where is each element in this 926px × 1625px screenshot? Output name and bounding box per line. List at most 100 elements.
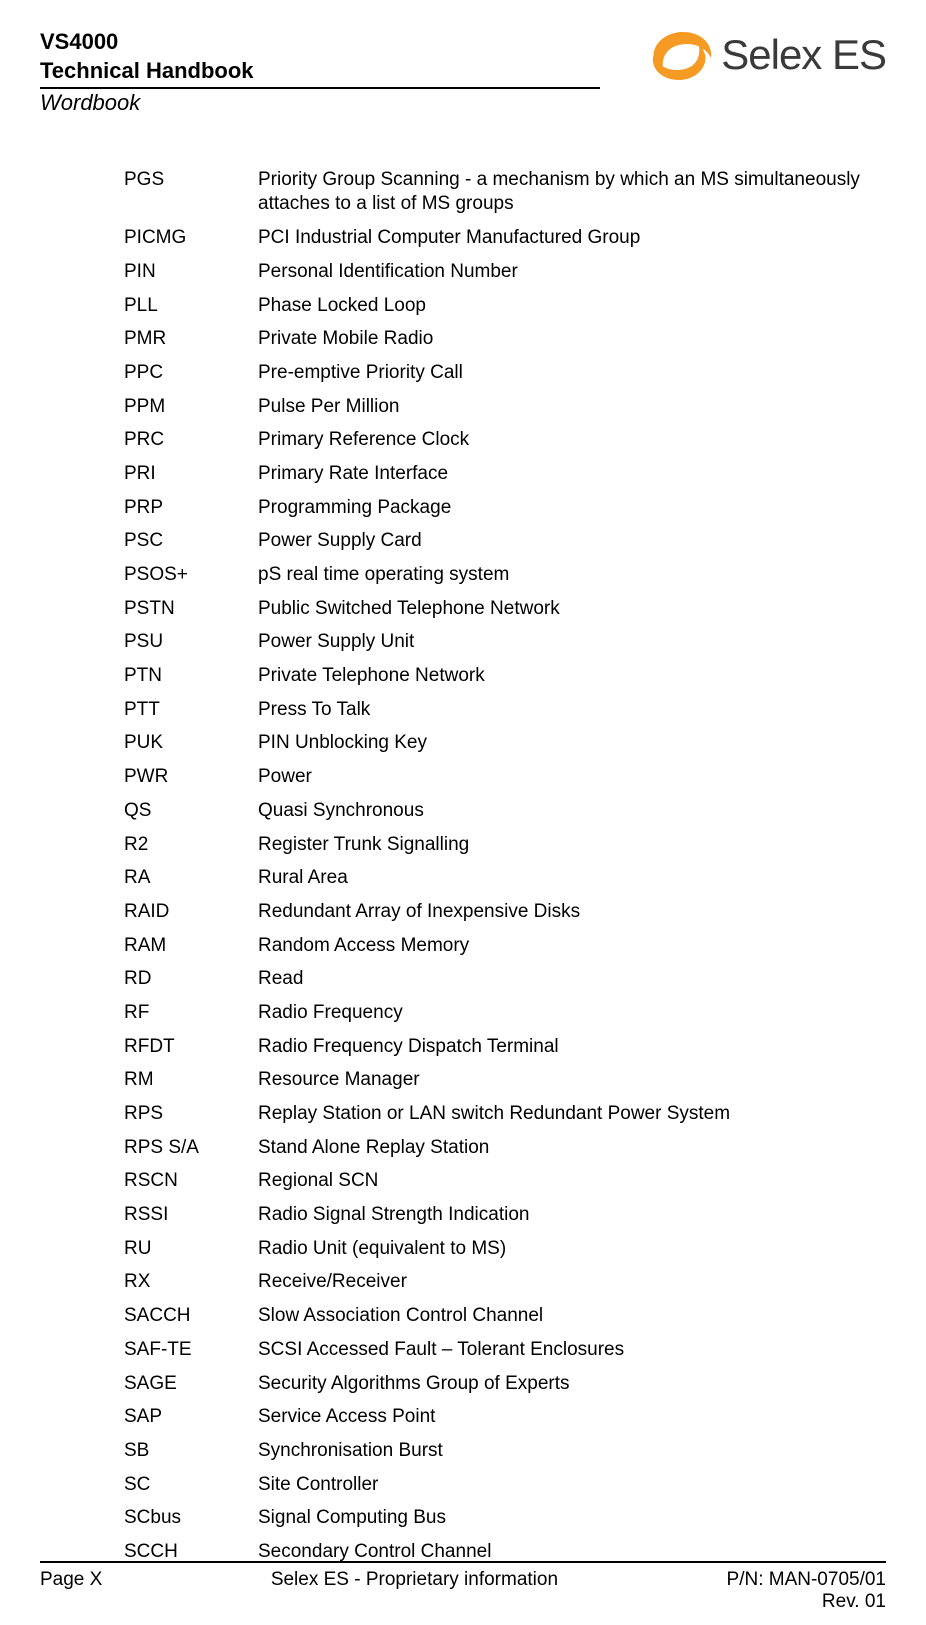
glossary-term: RPS S/A — [124, 1136, 258, 1161]
glossary-row: SAPService Access Point — [124, 1405, 876, 1430]
glossary-row: PUKPIN Unblocking Key — [124, 731, 876, 756]
footer-center: Selex ES - Proprietary information — [271, 1569, 558, 1613]
glossary-row: RMResource Manager — [124, 1068, 876, 1093]
glossary-term: PPC — [124, 361, 258, 386]
glossary-definition: Synchronisation Burst — [258, 1439, 876, 1464]
glossary-definition: Pulse Per Million — [258, 395, 876, 420]
glossary-row: RPSReplay Station or LAN switch Redundan… — [124, 1102, 876, 1127]
glossary-row: RSCNRegional SCN — [124, 1169, 876, 1194]
glossary-row: PSTNPublic Switched Telephone Network — [124, 597, 876, 622]
glossary-row: RSSIRadio Signal Strength Indication — [124, 1203, 876, 1228]
glossary-definition: Power Supply Card — [258, 529, 876, 554]
glossary-term: SACCH — [124, 1304, 258, 1329]
glossary-row: PTTPress To Talk — [124, 698, 876, 723]
glossary-term: RSCN — [124, 1169, 258, 1194]
glossary-term: RU — [124, 1237, 258, 1262]
glossary-definition: Public Switched Telephone Network — [258, 597, 876, 622]
glossary-definition: Replay Station or LAN switch Redundant P… — [258, 1102, 876, 1127]
brand-text: Selex ES — [721, 31, 886, 79]
part-number: P/N: MAN-0705/01 — [727, 1569, 886, 1590]
glossary-term: QS — [124, 799, 258, 824]
footer-line: Page X Selex ES - Proprietary informatio… — [40, 1569, 886, 1613]
glossary-row: RFRadio Frequency — [124, 1001, 876, 1026]
glossary-list: PGSPriority Group Scanning - a mechanism… — [40, 168, 886, 1565]
glossary-term: RF — [124, 1001, 258, 1026]
glossary-term: PWR — [124, 765, 258, 790]
glossary-term: PRI — [124, 462, 258, 487]
glossary-row: PGSPriority Group Scanning - a mechanism… — [124, 168, 876, 217]
page-footer: Page X Selex ES - Proprietary informatio… — [40, 1561, 886, 1613]
glossary-term: PSOS+ — [124, 563, 258, 588]
footer-rule — [40, 1561, 886, 1563]
glossary-row: RXReceive/Receiver — [124, 1270, 876, 1295]
glossary-definition: Radio Signal Strength Indication — [258, 1203, 876, 1228]
glossary-definition: PCI Industrial Computer Manufactured Gro… — [258, 226, 876, 251]
glossary-definition: Personal Identification Number — [258, 260, 876, 285]
glossary-row: PSUPower Supply Unit — [124, 630, 876, 655]
glossary-term: RX — [124, 1270, 258, 1295]
glossary-row: RFDTRadio Frequency Dispatch Terminal — [124, 1035, 876, 1060]
page: VS4000 Technical Handbook Wordbook Selex… — [0, 0, 926, 1625]
glossary-term: RFDT — [124, 1035, 258, 1060]
glossary-definition: Priority Group Scanning - a mechanism by… — [258, 168, 876, 217]
glossary-definition: Primary Reference Clock — [258, 428, 876, 453]
glossary-definition: Phase Locked Loop — [258, 294, 876, 319]
glossary-row: SCbusSignal Computing Bus — [124, 1506, 876, 1531]
glossary-row: RAIDRedundant Array of Inexpensive Disks — [124, 900, 876, 925]
glossary-term: RD — [124, 967, 258, 992]
glossary-term: RAID — [124, 900, 258, 925]
glossary-row: SACCHSlow Association Control Channel — [124, 1304, 876, 1329]
glossary-term: PUK — [124, 731, 258, 756]
glossary-row: PTNPrivate Telephone Network — [124, 664, 876, 689]
page-header: VS4000 Technical Handbook Wordbook Selex… — [40, 28, 886, 118]
glossary-definition: Primary Rate Interface — [258, 462, 876, 487]
glossary-row: RARural Area — [124, 866, 876, 891]
glossary-row: PRPProgramming Package — [124, 496, 876, 521]
glossary-definition: SCSI Accessed Fault – Tolerant Enclosure… — [258, 1338, 876, 1363]
glossary-definition: PIN Unblocking Key — [258, 731, 876, 756]
footer-right: P/N: MAN-0705/01 Rev. 01 — [727, 1569, 886, 1613]
glossary-definition: Security Algorithms Group of Experts — [258, 1372, 876, 1397]
revision: Rev. 01 — [822, 1591, 886, 1612]
glossary-term: PTN — [124, 664, 258, 689]
glossary-definition: Radio Frequency — [258, 1001, 876, 1026]
glossary-row: SAF-TESCSI Accessed Fault – Tolerant Enc… — [124, 1338, 876, 1363]
glossary-term: PGS — [124, 168, 258, 193]
glossary-definition: Site Controller — [258, 1473, 876, 1498]
glossary-definition: Regional SCN — [258, 1169, 876, 1194]
glossary-term: PSTN — [124, 597, 258, 622]
glossary-term: PSC — [124, 529, 258, 554]
glossary-row: R2Register Trunk Signalling — [124, 833, 876, 858]
glossary-term: RAM — [124, 934, 258, 959]
glossary-definition: Power — [258, 765, 876, 790]
glossary-definition: Slow Association Control Channel — [258, 1304, 876, 1329]
glossary-definition: Receive/Receiver — [258, 1270, 876, 1295]
glossary-row: RDRead — [124, 967, 876, 992]
glossary-definition: Pre-emptive Priority Call — [258, 361, 876, 386]
glossary-row: PMRPrivate Mobile Radio — [124, 327, 876, 352]
glossary-term: PMR — [124, 327, 258, 352]
glossary-term: SCbus — [124, 1506, 258, 1531]
glossary-definition: pS real time operating system — [258, 563, 876, 588]
glossary-term: PRC — [124, 428, 258, 453]
glossary-definition: Redundant Array of Inexpensive Disks — [258, 900, 876, 925]
glossary-definition: Radio Frequency Dispatch Terminal — [258, 1035, 876, 1060]
glossary-definition: Programming Package — [258, 496, 876, 521]
glossary-term: SC — [124, 1473, 258, 1498]
glossary-term: R2 — [124, 833, 258, 858]
glossary-term: RSSI — [124, 1203, 258, 1228]
brand-logo: Selex ES — [649, 28, 886, 82]
glossary-definition: Read — [258, 967, 876, 992]
glossary-row: PSCPower Supply Card — [124, 529, 876, 554]
glossary-term: PRP — [124, 496, 258, 521]
glossary-row: RAMRandom Access Memory — [124, 934, 876, 959]
glossary-definition: Service Access Point — [258, 1405, 876, 1430]
footer-left: Page X — [40, 1569, 102, 1613]
glossary-row: QSQuasi Synchronous — [124, 799, 876, 824]
glossary-term: SB — [124, 1439, 258, 1464]
glossary-term: PSU — [124, 630, 258, 655]
glossary-row: RURadio Unit (equivalent to MS) — [124, 1237, 876, 1262]
glossary-row: SCSite Controller — [124, 1473, 876, 1498]
glossary-row: SBSynchronisation Burst — [124, 1439, 876, 1464]
glossary-definition: Power Supply Unit — [258, 630, 876, 655]
